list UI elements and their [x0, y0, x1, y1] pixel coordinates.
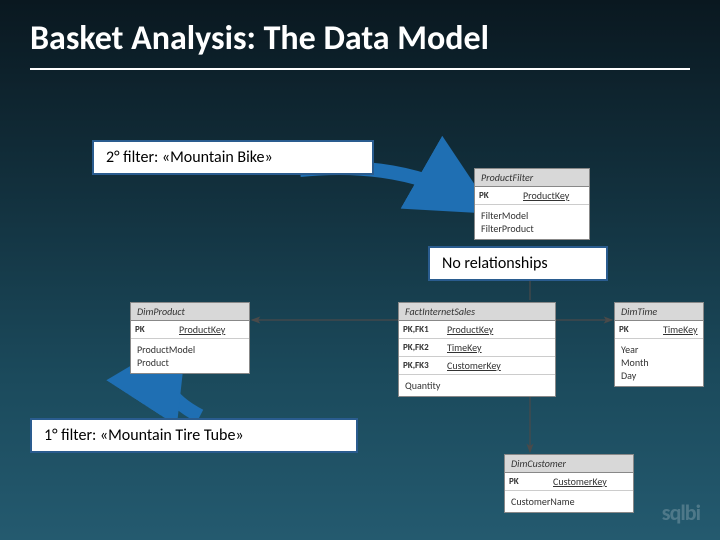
pk-label: PK,FK2: [403, 342, 441, 353]
entity-productfilter: ProductFilter PK ProductKey FilterModel …: [474, 168, 590, 240]
title-underline: [30, 68, 690, 70]
pk-label: PK: [509, 476, 547, 487]
entity-header: FactInternetSales: [399, 303, 555, 321]
pk-field: TimeKey: [663, 323, 698, 336]
entity-fields: ProductModel Product: [131, 339, 249, 373]
pk-label: PK: [135, 324, 173, 335]
entity-dimtime: DimTime PK TimeKey Year Month Day: [614, 302, 704, 387]
entity-dimproduct: DimProduct PK ProductKey ProductModel Pr…: [130, 302, 250, 374]
pk-field: TimeKey: [447, 341, 482, 354]
pk-field: ProductKey: [447, 323, 493, 336]
entity-factinternetsales: FactInternetSales PK,FK1 ProductKey PK,F…: [398, 302, 556, 397]
callout-filter2: 2° filter: «Mountain Bike»: [92, 140, 374, 175]
entity-fields: FilterModel FilterProduct: [475, 205, 589, 239]
pk-label: PK,FK1: [403, 324, 441, 335]
entity-header: DimCustomer: [505, 455, 633, 473]
pk-field: ProductKey: [179, 323, 225, 336]
entity-fields: CustomerName: [505, 491, 633, 512]
entity-header: ProductFilter: [475, 169, 589, 187]
callout-filter1: 1° filter: «Mountain Tire Tube»: [30, 418, 358, 453]
pk-field: CustomerKey: [447, 359, 501, 372]
pk-field: ProductKey: [523, 189, 569, 202]
entity-header: DimTime: [615, 303, 703, 321]
pk-label: PK: [619, 324, 657, 335]
pk-field: CustomerKey: [553, 475, 607, 488]
pk-label: PK,FK3: [403, 360, 441, 371]
entity-header: DimProduct: [131, 303, 249, 321]
pk-label: PK: [479, 190, 517, 201]
entity-fields: Year Month Day: [615, 339, 703, 386]
page-title: Basket Analysis: The Data Model: [30, 18, 489, 59]
entity-dimcustomer: DimCustomer PK CustomerKey CustomerName: [504, 454, 634, 513]
callout-no-relationships: No relationships: [428, 246, 608, 281]
brand-logo: sqlbi: [662, 499, 700, 526]
entity-fields: Quantity: [399, 375, 555, 396]
